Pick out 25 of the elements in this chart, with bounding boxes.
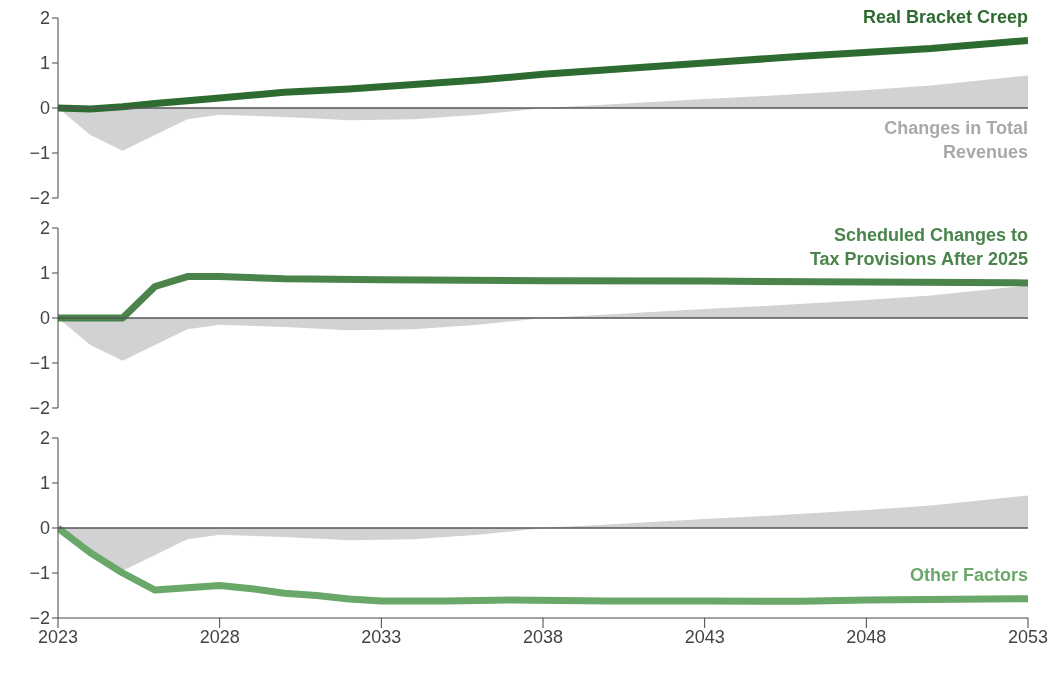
y-tick-label: 1	[39, 473, 50, 494]
y-tick-label: 2	[39, 8, 50, 29]
y-tick-label: 0	[39, 308, 50, 329]
y-tick-label: −1	[29, 353, 50, 374]
x-tick-label: 2033	[361, 626, 402, 647]
series-label: Changes in Total Revenues	[883, 117, 1028, 164]
y-tick-label: 2	[39, 218, 50, 239]
y-tick-label: −1	[29, 563, 50, 584]
x-tick-label: 2038	[522, 626, 564, 647]
y-tick-label: −1	[29, 143, 50, 164]
x-tick-label: 2048	[846, 626, 887, 647]
y-tick-label: 1	[39, 53, 50, 74]
series-label: Scheduled Changes to Tax Provisions After 2025	[808, 223, 1028, 271]
y-tick-label: −2	[29, 188, 50, 209]
x-tick-label: 2043	[684, 626, 725, 647]
x-tick-label: 2023	[37, 626, 79, 647]
x-tick-label: 2028	[199, 626, 240, 647]
y-tick-label: 1	[39, 263, 50, 284]
y-tick-label: −2	[29, 398, 50, 419]
y-tick-label: 2	[39, 428, 50, 449]
y-tick-label: 0	[39, 98, 50, 119]
series-label: Real Bracket Creep	[862, 5, 1028, 29]
x-tick-label: 2053	[1007, 626, 1049, 647]
y-tick-label: 0	[39, 518, 50, 539]
y-tick-label: −2	[29, 608, 50, 629]
